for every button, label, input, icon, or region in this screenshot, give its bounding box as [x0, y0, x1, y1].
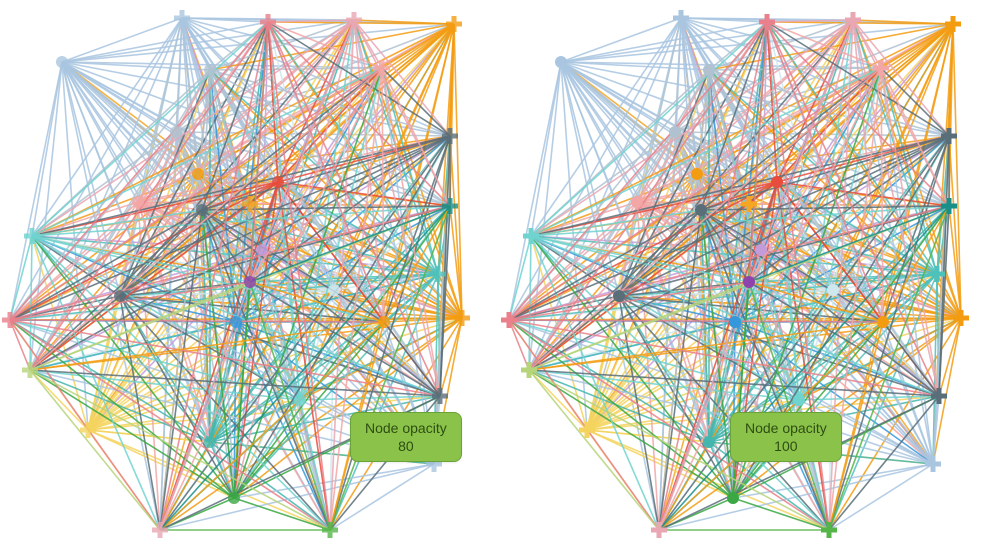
opacity-badge-value: 100 [745, 437, 827, 455]
network-node-circle[interactable] [196, 204, 208, 216]
network-node-circle[interactable] [256, 244, 268, 256]
network-node-circle[interactable] [230, 316, 242, 328]
network-node-circle[interactable] [613, 290, 625, 302]
network-node-circle[interactable] [877, 316, 889, 328]
network-node-circle[interactable] [703, 436, 715, 448]
network-node-circle[interactable] [695, 204, 707, 216]
opacity-badge-value: 80 [365, 437, 447, 455]
network-node-circle[interactable] [228, 492, 240, 504]
network-node-circle[interactable] [244, 276, 256, 288]
network-node-circle[interactable] [204, 436, 216, 448]
network-panel-0 [0, 0, 499, 544]
network-node-circle[interactable] [378, 316, 390, 328]
network-node-circle[interactable] [555, 56, 567, 68]
network-node-circle[interactable] [328, 284, 340, 296]
network-node-circle[interactable] [170, 126, 182, 138]
network-edge [30, 370, 160, 530]
network-node-circle[interactable] [132, 196, 144, 208]
network-edge [268, 22, 382, 68]
network-node-circle[interactable] [691, 168, 703, 180]
network-node-circle[interactable] [294, 394, 306, 406]
network-node-circle[interactable] [727, 492, 739, 504]
network-panel-1 [499, 0, 998, 544]
network-node-circle[interactable] [192, 168, 204, 180]
opacity-badge: Node opacity100 [730, 412, 842, 462]
network-node-circle[interactable] [631, 196, 643, 208]
network-node-circle[interactable] [755, 244, 767, 256]
network-node-circle[interactable] [114, 290, 126, 302]
network-edge [330, 464, 434, 530]
opacity-badge: Node opacity80 [350, 412, 462, 462]
opacity-badge-label: Node opacity [745, 419, 827, 437]
network-node-circle[interactable] [743, 276, 755, 288]
network-node-circle[interactable] [729, 316, 741, 328]
network-edge [829, 464, 933, 530]
network-node-circle[interactable] [204, 64, 216, 76]
opacity-badge-label: Node opacity [365, 419, 447, 437]
network-edge [529, 370, 659, 530]
network-node-circle[interactable] [827, 284, 839, 296]
network-edge [767, 22, 881, 68]
network-node-circle[interactable] [771, 176, 783, 188]
network-node-circle[interactable] [56, 56, 68, 68]
network-comparison-canvas: Node opacity80Node opacity100 [0, 0, 998, 544]
network-node-circle[interactable] [272, 176, 284, 188]
network-node-circle[interactable] [703, 64, 715, 76]
network-node-circle[interactable] [669, 126, 681, 138]
network-node-circle[interactable] [793, 394, 805, 406]
